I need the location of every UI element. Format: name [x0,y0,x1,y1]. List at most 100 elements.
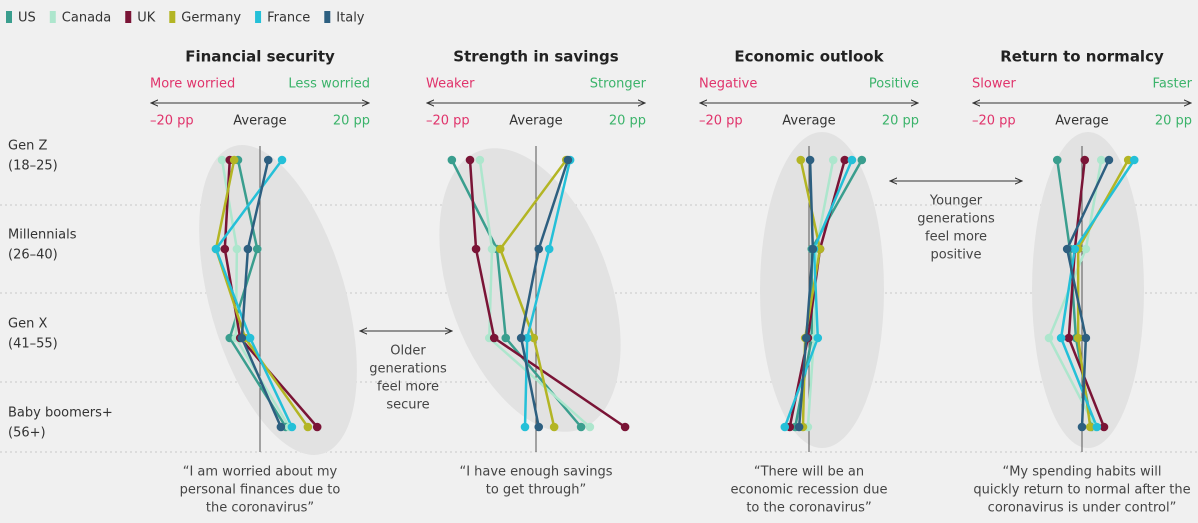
series-point [263,155,273,165]
annotation-text: feel more [925,230,987,245]
series-line [1065,159,1111,428]
row-label: Gen Z [8,139,47,154]
right-direction: Less worried [288,77,370,92]
series-line [1067,159,1106,428]
series-point [840,155,850,165]
x-tick-label: –20 pp [699,114,743,129]
row-label: Baby boomers+ [8,406,113,421]
row-range: (41–55) [8,337,58,352]
series-point [1099,422,1109,432]
left-direction: Weaker [426,77,475,92]
series-line [478,159,591,428]
series-line [797,159,815,428]
series-point [1073,333,1083,343]
panel-quote: economic recession due [730,483,887,498]
series-point [225,333,235,343]
annotation-text: secure [386,398,429,413]
series-point [585,422,595,432]
series-point [815,244,825,254]
panel-quote: to get through” [486,483,586,498]
series-point [847,155,857,165]
series-point [801,333,811,343]
row-range: (26–40) [8,248,58,263]
highlight-ellipse [760,132,884,448]
x-tick-label: 20 pp [609,114,646,129]
series-point [237,333,247,343]
panel-quote: the coronavirus” [206,501,314,516]
series-point [1081,333,1091,343]
series-point [780,422,790,432]
series-point [303,422,313,432]
annotation-text: Older [390,344,426,359]
x-tick-label: –20 pp [972,114,1016,129]
series-point [211,244,221,254]
annotation-text: generations [917,212,995,227]
series-point [805,155,815,165]
annotation-text: generations [369,362,447,377]
series-point [475,155,485,165]
series-point [495,244,505,254]
series-point [447,155,457,165]
series-point [576,422,586,432]
series-point [1085,422,1095,432]
series-line [783,159,854,428]
series-point [544,244,554,254]
series-point [243,244,253,254]
right-direction: Faster [1153,77,1193,92]
legend-label: Canada [62,11,111,26]
series-point [522,333,532,343]
series-point [549,422,559,432]
series-point [796,155,806,165]
series-point [217,155,227,165]
row-label: Millennials [8,228,77,243]
series-point [471,244,481,254]
series-line [519,159,570,428]
series-point [1070,244,1080,254]
x-tick-label: 20 pp [333,114,370,129]
series-point [516,333,526,343]
panel-quote: “I am worried about my [183,465,338,480]
panel-quote: personal finances due to [180,483,341,498]
row-label: Gen X [8,317,47,332]
series-point [857,155,867,165]
panel-title: Return to normalcy [1000,48,1164,66]
panel-quote: quickly return to normal after the [973,483,1190,498]
left-direction: More worried [150,77,235,92]
series-line [499,159,568,428]
series-point [287,422,297,432]
legend-swatch [6,11,12,23]
series-point [808,244,818,254]
panel-quote: “I have enough savings [459,465,612,480]
series-point [232,244,242,254]
series-point [563,155,573,165]
series-line [468,159,626,429]
x-tick-label: Average [233,114,286,129]
x-tick-label: 20 pp [1155,114,1192,129]
panel-quote: coronavirus is under control” [988,501,1177,516]
series-line [523,159,572,428]
right-direction: Positive [869,77,919,92]
annotation-text: positive [931,248,982,263]
series-point [501,333,511,343]
left-direction: Slower [972,77,1016,92]
x-tick-label: Average [782,114,835,129]
legend-label: UK [137,11,156,26]
series-point [1096,155,1106,165]
series-point [1044,333,1054,343]
legend-label: France [267,11,310,26]
legend-label: Italy [336,11,365,26]
series-point [1080,155,1090,165]
highlight-ellipse [1032,132,1144,448]
series-point [487,244,497,254]
annotation-text: feel more [377,380,439,395]
series-line [1059,159,1136,428]
panel-title: Economic outlook [734,48,884,66]
series-point [1104,155,1114,165]
legend-swatch [169,11,176,23]
panel-title: Strength in savings [453,48,618,66]
legend-swatch [49,11,56,23]
panel-quote: “There will be an [754,465,864,480]
legend-label: US [18,11,36,26]
series-line [214,159,309,428]
series-point [489,333,499,343]
